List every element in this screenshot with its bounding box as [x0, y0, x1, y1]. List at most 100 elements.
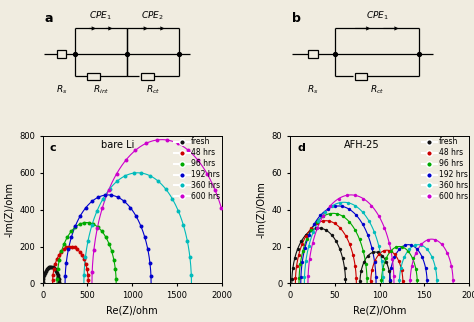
- Point: [387, 265, 395, 270]
- Point: [409, 256, 416, 261]
- Point: [154, 178, 162, 184]
- Point: [308, 226, 315, 231]
- Point: [60, 241, 68, 246]
- Point: [146, 260, 154, 265]
- Point: [346, 219, 353, 224]
- Point: [371, 258, 379, 263]
- Point: [39, 274, 47, 279]
- Point: [375, 244, 383, 249]
- Point: [302, 258, 310, 263]
- Point: [76, 222, 83, 227]
- Point: [39, 279, 46, 285]
- Point: [113, 171, 120, 176]
- Point: [294, 246, 301, 251]
- Point: [90, 247, 98, 252]
- Point: [383, 260, 390, 265]
- Point: [88, 199, 96, 204]
- Point: [98, 229, 106, 234]
- Point: [112, 276, 120, 281]
- Point: [49, 265, 56, 270]
- Point: [371, 259, 378, 264]
- Point: [127, 205, 134, 210]
- Point: [444, 251, 451, 256]
- Point: [188, 272, 195, 277]
- Point: [313, 221, 321, 226]
- Point: [438, 242, 446, 247]
- Point: [336, 246, 344, 251]
- Point: [387, 278, 394, 283]
- Point: [226, 247, 234, 252]
- Point: [132, 148, 139, 153]
- Point: [391, 251, 398, 257]
- Point: [389, 256, 396, 261]
- Point: [223, 225, 230, 231]
- Point: [297, 261, 304, 266]
- Point: [449, 277, 457, 282]
- X-axis label: Re(Z)/Ohm: Re(Z)/Ohm: [353, 306, 406, 316]
- Point: [307, 228, 315, 233]
- Point: [99, 205, 106, 211]
- Point: [94, 194, 102, 200]
- Point: [331, 204, 338, 209]
- Point: [76, 249, 83, 254]
- Point: [405, 247, 413, 252]
- Point: [72, 223, 79, 228]
- Point: [84, 278, 92, 283]
- X-axis label: Re(Z)/ohm: Re(Z)/ohm: [107, 306, 158, 316]
- Y-axis label: -Im(Z)/ohm: -Im(Z)/ohm: [4, 182, 14, 237]
- Point: [288, 276, 296, 281]
- Point: [62, 274, 69, 279]
- Point: [371, 230, 378, 235]
- Point: [41, 270, 48, 275]
- Point: [385, 268, 393, 273]
- Point: [391, 255, 398, 260]
- Point: [65, 244, 73, 249]
- Point: [418, 242, 425, 248]
- Point: [324, 207, 331, 212]
- Bar: [355, 72, 367, 80]
- Point: [301, 245, 309, 251]
- Point: [153, 137, 161, 143]
- Point: [101, 193, 109, 198]
- Text: $R_s$: $R_s$: [56, 83, 67, 96]
- Point: [418, 242, 425, 247]
- Point: [337, 226, 344, 231]
- Point: [58, 249, 65, 254]
- Bar: [141, 72, 154, 80]
- Text: $CPE_1$: $CPE_1$: [365, 10, 388, 23]
- Point: [84, 272, 91, 277]
- Point: [346, 242, 354, 247]
- Point: [432, 265, 439, 270]
- Point: [60, 247, 67, 252]
- Point: [338, 204, 346, 209]
- Point: [387, 248, 394, 253]
- Point: [57, 249, 65, 254]
- Text: $R_{ct}$: $R_{ct}$: [146, 83, 160, 96]
- Point: [359, 222, 366, 227]
- Text: b: b: [292, 12, 301, 25]
- Point: [314, 225, 321, 231]
- Point: [390, 274, 398, 279]
- Point: [333, 211, 340, 216]
- Point: [85, 220, 92, 225]
- Point: [73, 247, 81, 252]
- Point: [47, 264, 55, 270]
- Point: [298, 242, 306, 247]
- Point: [108, 249, 116, 254]
- Point: [385, 241, 393, 246]
- Point: [368, 268, 376, 273]
- Point: [341, 265, 348, 270]
- Point: [130, 170, 137, 175]
- Point: [408, 263, 416, 268]
- Point: [120, 199, 128, 204]
- Point: [335, 196, 342, 201]
- Point: [378, 278, 385, 283]
- Point: [82, 261, 90, 267]
- Point: [295, 275, 303, 280]
- Point: [55, 257, 63, 262]
- Point: [423, 247, 431, 252]
- Point: [395, 247, 403, 252]
- Point: [64, 247, 72, 252]
- Point: [228, 270, 235, 275]
- Point: [336, 200, 344, 205]
